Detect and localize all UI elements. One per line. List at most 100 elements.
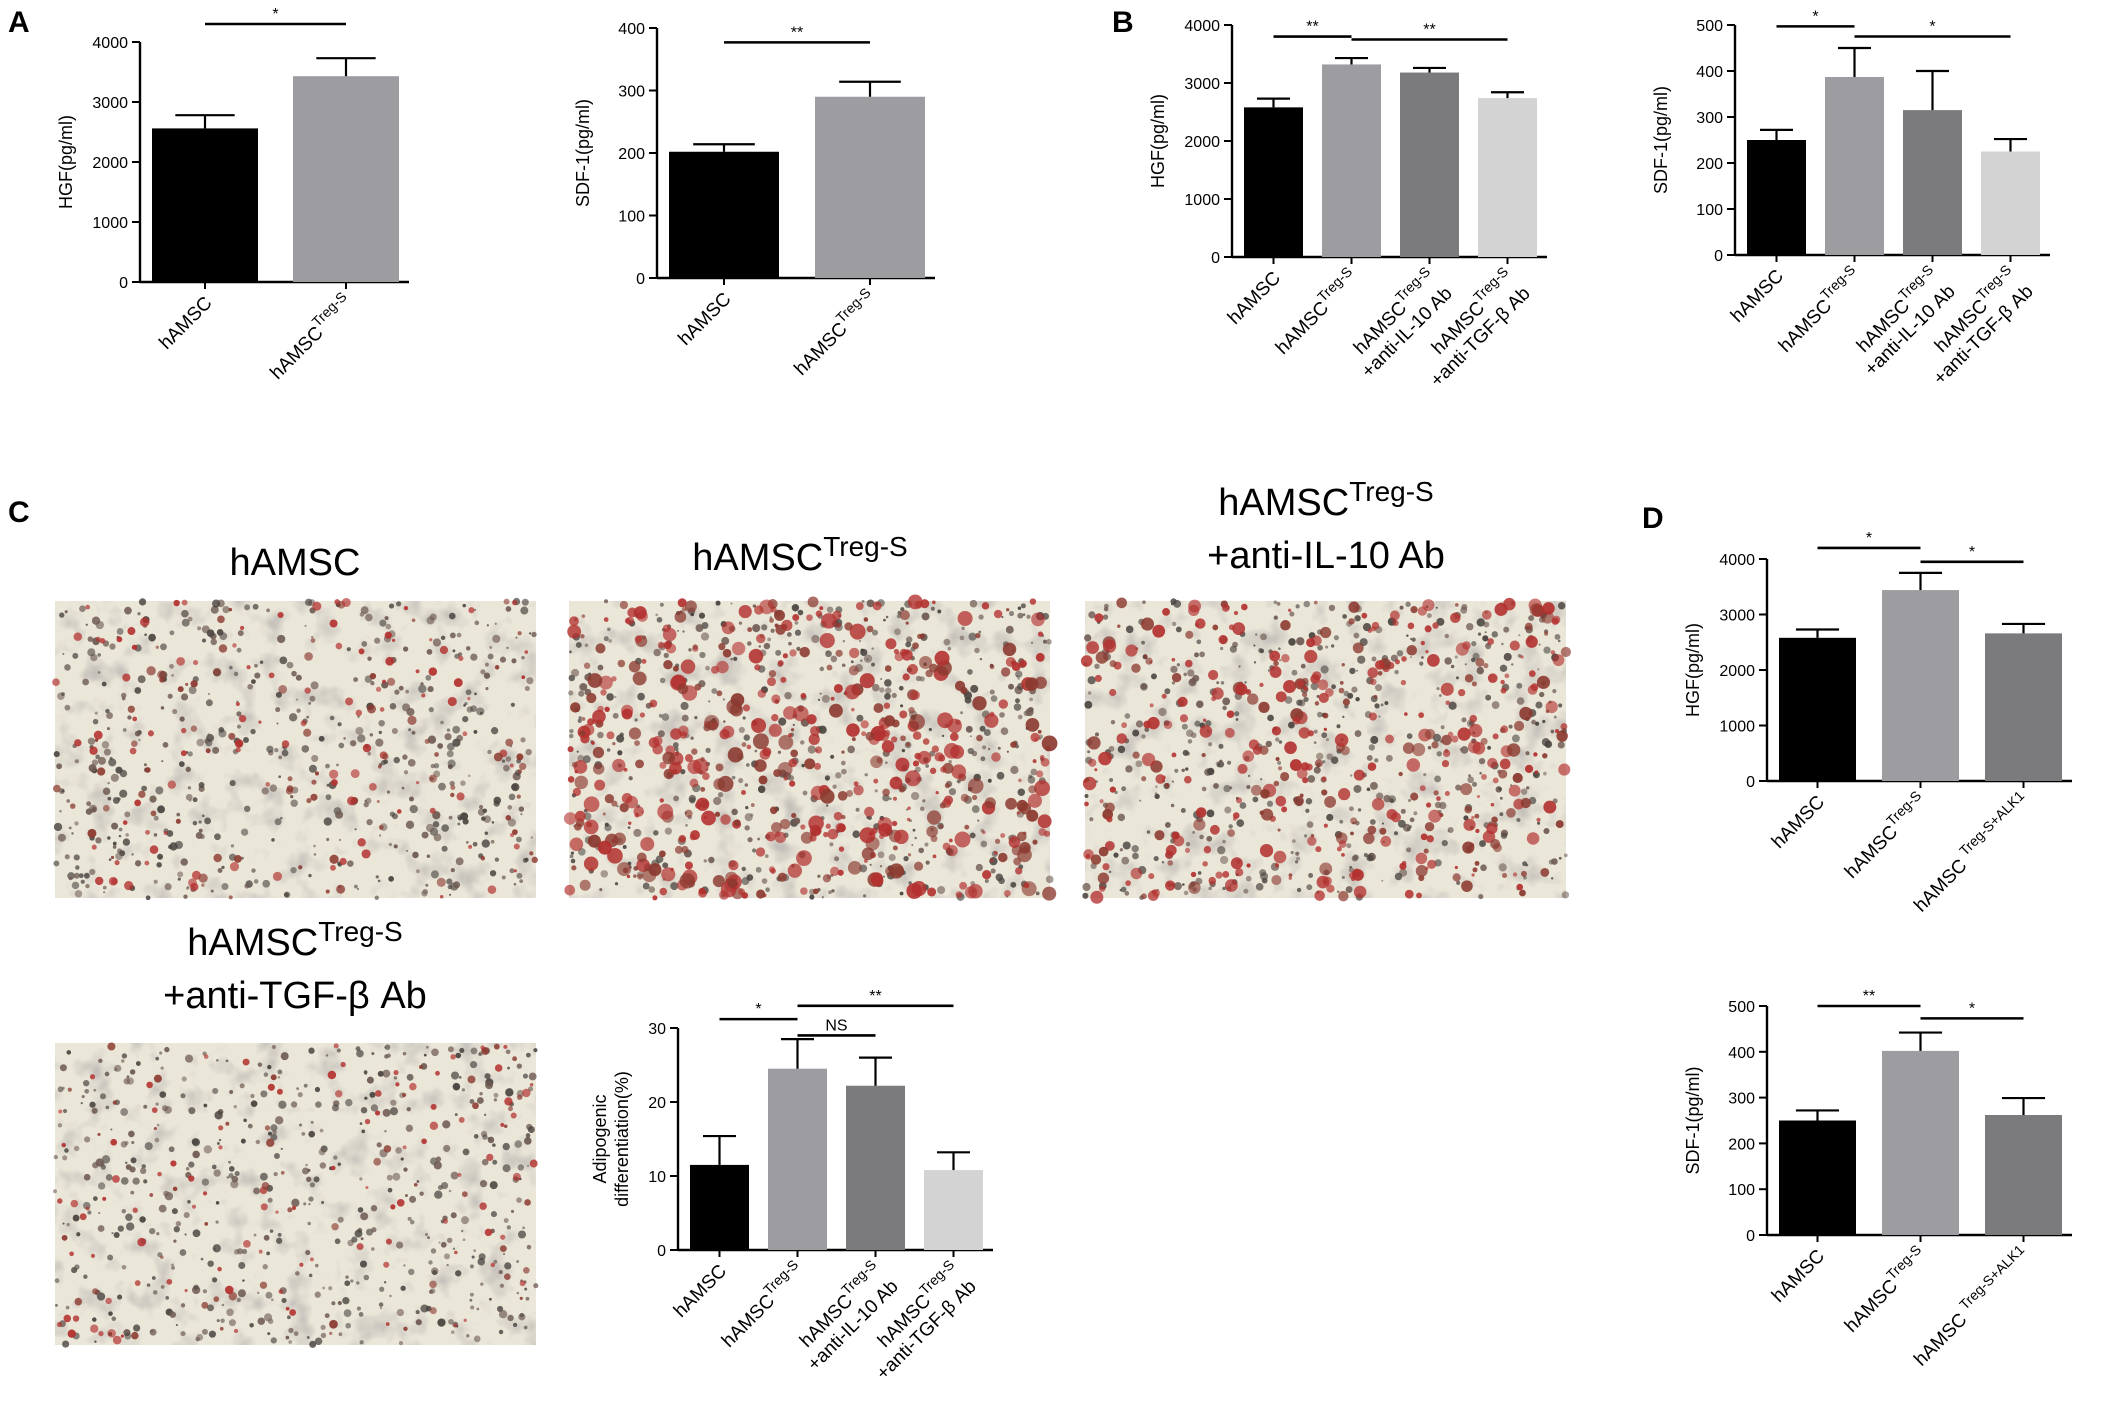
cell-debris [276,722,279,725]
cell-debris [227,1160,232,1164]
cell-debris [855,807,860,812]
lipid-droplet [1094,613,1104,623]
cell-debris [1366,787,1371,792]
cell-debris [489,645,493,649]
cell-debris [597,664,604,671]
lipid-droplet [1140,893,1147,900]
lipid-droplet [892,845,898,851]
significance-label: * [1969,544,1975,561]
lipid-droplet [1235,683,1248,696]
cell-debris [1464,663,1467,666]
cell-debris [154,1137,160,1143]
cell-debris [1406,733,1413,739]
cell-debris [984,879,989,884]
lipid-droplet [1195,618,1206,629]
lipid-droplet [1492,777,1499,784]
lipid-droplet [1208,876,1217,885]
cell-debris [1500,832,1508,839]
cell-debris [64,664,71,671]
cell-debris [365,797,372,804]
lipid-droplet [391,638,396,642]
cell-debris [319,1128,324,1133]
cell-debris [1207,742,1213,747]
lipid-droplet [1336,846,1342,852]
cell-debris [92,718,99,725]
lipid-droplet [914,861,924,871]
y-tick-label: 3000 [92,95,128,112]
cell-debris [336,1048,341,1053]
cell-debris [1253,661,1257,664]
cell-debris [980,840,988,848]
cell-debris [1369,819,1376,825]
cell-debris [425,1045,429,1049]
cell-debris [522,1226,526,1230]
cell-debris [135,1061,141,1066]
cell-debris [281,749,289,757]
cell-debris [1155,785,1158,788]
lipid-droplet [390,1204,396,1210]
cell-debris [435,1156,442,1162]
cell-debris [744,825,750,831]
cell-debris [183,894,188,899]
cell-debris [1520,788,1528,795]
lipid-droplet [1451,735,1459,743]
cell-debris [267,1064,272,1070]
lipid-droplet [299,1262,304,1267]
cell-debris [481,839,490,848]
lipid-droplet [1501,872,1508,879]
cell-debris [1236,819,1245,827]
lipid-droplet [912,760,920,767]
lipid-droplet [519,1296,523,1300]
cell-debris [357,1207,364,1213]
cell-debris [405,689,409,694]
cell-debris [469,1061,478,1069]
cell-debris [314,1086,321,1093]
lipid-droplet [765,831,776,842]
cell-debris [521,656,525,660]
lipid-droplet [1028,785,1037,794]
lipid-droplet [1184,775,1192,784]
lipid-droplet [1015,867,1023,875]
cell-debris [525,1296,530,1301]
cell-debris [361,641,368,647]
cell-debris [75,865,80,870]
cell-debris [427,735,437,744]
cell-debris [369,733,374,737]
cell-debris [1542,719,1546,724]
y-tick-label: 1000 [1184,192,1220,209]
lipid-droplet [242,1058,250,1066]
cell-debris [493,796,502,805]
cell-debris [167,693,173,699]
cell-debris [490,839,495,844]
cell-debris [315,1263,319,1268]
significance-label: * [1929,19,1935,36]
lipid-droplet [637,873,644,880]
cell-debris [752,624,761,633]
lipid-droplet [634,635,643,643]
lipid-droplet [960,793,969,802]
lipid-droplet [587,718,595,726]
cell-debris [1227,760,1232,765]
cell-debris [287,1315,291,1320]
cell-debris [379,1307,382,1310]
cell-debris [321,1201,325,1205]
lipid-droplet [809,824,822,837]
lipid-droplet [1304,649,1318,664]
lipid-droplet [612,758,626,773]
cell-debris [568,690,574,696]
lipid-droplet [1019,659,1027,668]
cell-debris [430,870,439,879]
cell-debris [493,1092,499,1098]
cell-debris [1410,656,1413,659]
cell-debris [429,1288,436,1294]
lipid-droplet [494,665,500,670]
cell-debris [1456,880,1461,885]
cell-debris [102,787,111,795]
lipid-droplet [1162,608,1170,616]
cell-debris [308,1202,311,1206]
cell-debris [103,748,111,756]
lipid-droplet [98,1330,104,1337]
cell-debris [1284,696,1293,704]
cell-debris [826,606,834,613]
cell-debris [386,1174,393,1181]
